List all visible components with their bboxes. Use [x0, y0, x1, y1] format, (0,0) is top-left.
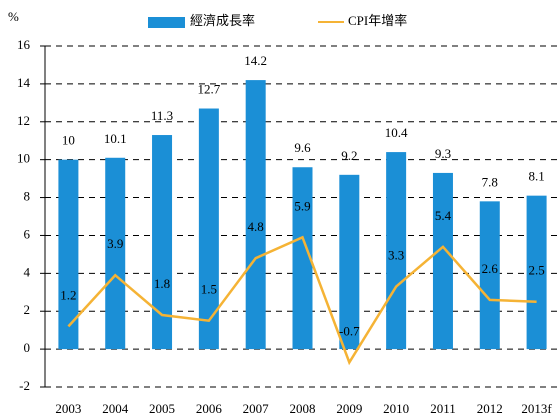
bar — [386, 152, 407, 350]
x-tick-label: 2013f — [521, 401, 552, 416]
bar-value-label: 10.4 — [385, 125, 408, 140]
x-tick-label: 2006 — [196, 401, 223, 416]
x-tick-label: 2004 — [102, 401, 129, 416]
line — [67, 235, 537, 366]
legend-label: CPI年增率 — [348, 13, 407, 28]
x-tick-label: 2005 — [149, 401, 175, 416]
x-tick-label: 2011 — [430, 401, 456, 416]
line-value-label: 5.9 — [294, 198, 310, 213]
bar — [105, 157, 126, 350]
y-tick-label: 10 — [17, 151, 30, 166]
y-tick-label: 2 — [24, 302, 31, 317]
line-value-label: 3.9 — [107, 236, 123, 251]
bar — [339, 174, 360, 350]
line-value-label: 2.6 — [482, 261, 499, 276]
y-tick-label: 6 — [24, 226, 31, 241]
bar-value-label: 10 — [62, 133, 75, 148]
bar — [245, 80, 266, 350]
bar — [526, 195, 547, 350]
bar — [152, 135, 173, 350]
x-tick-label: 2008 — [290, 401, 316, 416]
x-tick-label: 2009 — [336, 401, 362, 416]
line-value-label: 1.8 — [154, 276, 170, 291]
bar-value-label: 9.6 — [294, 140, 311, 155]
y-tick-label: 14 — [17, 75, 31, 90]
y-unit-label: % — [8, 9, 19, 24]
y-tick-label: 4 — [24, 264, 31, 279]
bar-value-label: 8.1 — [528, 169, 544, 184]
bar-value-label: 14.2 — [244, 53, 267, 68]
x-tick-label: 2007 — [243, 401, 270, 416]
line-value-label: 3.3 — [388, 248, 404, 263]
bar-value-label: 9.2 — [341, 148, 357, 163]
y-tick-label: 0 — [24, 340, 31, 355]
bar — [292, 167, 313, 350]
line-value-label: 5.4 — [435, 208, 452, 223]
bar — [432, 172, 453, 350]
legend-label: 經濟成長率 — [190, 13, 255, 28]
line-value-label: 4.8 — [248, 219, 264, 234]
x-tick-label: 2003 — [55, 401, 81, 416]
bar — [198, 108, 219, 350]
line-value-label: 1.2 — [60, 287, 76, 302]
legend-swatch — [148, 17, 185, 28]
line-value-label: -0.7 — [339, 323, 360, 338]
bar-value-label: 11.3 — [151, 108, 173, 123]
y-tick-label: 12 — [17, 113, 30, 128]
bar — [58, 159, 79, 350]
x-tick-label: 2012 — [477, 401, 503, 416]
y-tick-label: 8 — [24, 189, 31, 204]
y-tick-label: -2 — [19, 378, 30, 393]
bar — [479, 201, 500, 350]
bar-value-label: 9.3 — [435, 146, 451, 161]
y-tick-label: 16 — [17, 37, 31, 52]
bar-value-label: 12.7 — [197, 82, 220, 97]
bar-value-label: 7.8 — [482, 174, 498, 189]
x-tick-label: 2010 — [383, 401, 409, 416]
line-value-label: 1.5 — [201, 282, 217, 297]
bar-value-label: 10.1 — [104, 131, 127, 146]
line-value-label: 2.5 — [528, 263, 544, 278]
